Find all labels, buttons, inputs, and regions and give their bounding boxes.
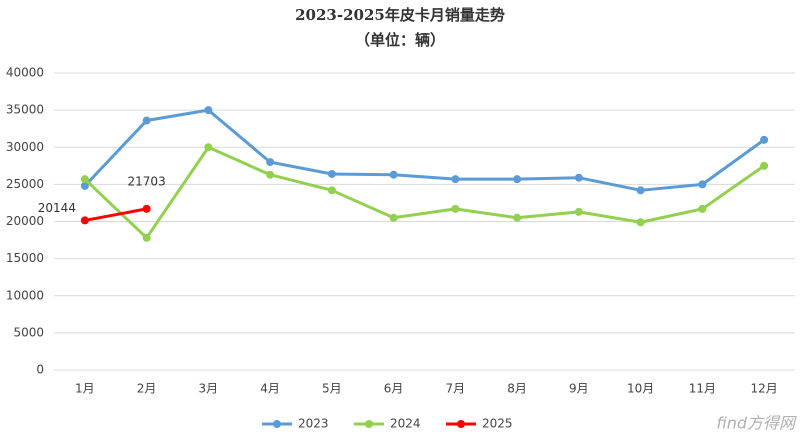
y-tick-label: 15000	[6, 251, 44, 265]
point	[451, 175, 460, 184]
x-tick-label: 9月	[569, 382, 589, 396]
point	[204, 143, 213, 152]
point	[142, 204, 151, 213]
point	[204, 106, 213, 115]
point	[327, 169, 336, 178]
y-tick-label: 10000	[6, 288, 44, 302]
x-tick-label: 7月	[446, 382, 466, 396]
chart-subtitle: （单位：辆）	[355, 31, 445, 49]
x-tick-label: 1月	[75, 382, 95, 396]
x-tick-label: 11月	[689, 382, 716, 396]
point	[513, 213, 522, 222]
y-tick-label: 35000	[6, 103, 44, 117]
chart-title: 2023-2025年皮卡月销量走势	[295, 6, 505, 24]
watermark: find方得网	[716, 414, 797, 433]
y-tick-label: 20000	[6, 214, 44, 228]
data-label: 21703	[128, 174, 166, 188]
point	[574, 207, 583, 216]
series-line	[84, 207, 147, 222]
point	[760, 161, 769, 170]
point	[142, 233, 151, 242]
x-tick-label: 8月	[507, 382, 527, 396]
series-line	[83, 145, 765, 240]
legend-marker	[365, 420, 373, 428]
point	[513, 175, 522, 184]
legend-label: 2023	[298, 417, 329, 431]
point	[760, 135, 769, 144]
point	[389, 170, 398, 179]
y-tick-label: 0	[36, 363, 44, 377]
point	[636, 186, 645, 195]
x-tick-label: 6月	[384, 382, 404, 396]
data-label: 20144	[38, 201, 76, 215]
legend-marker	[273, 420, 281, 428]
point	[698, 204, 707, 213]
x-tick-label: 10月	[627, 382, 654, 396]
legend-label: 2025	[482, 417, 513, 431]
point	[451, 204, 460, 213]
point	[266, 170, 275, 179]
series-line	[83, 108, 766, 192]
x-tick-label: 4月	[260, 382, 280, 396]
point	[80, 216, 89, 225]
y-tick-label: 5000	[13, 325, 44, 339]
x-tick-label: 2月	[137, 382, 157, 396]
x-tick-label: 12月	[750, 382, 777, 396]
point	[389, 213, 398, 222]
x-tick-label: 5月	[322, 382, 342, 396]
legend-marker	[457, 420, 465, 428]
y-tick-label: 40000	[6, 66, 44, 80]
point	[636, 218, 645, 227]
point	[327, 186, 336, 195]
point	[142, 116, 151, 125]
point	[698, 180, 707, 189]
x-tick-label: 3月	[199, 382, 219, 396]
point	[80, 175, 89, 184]
point	[80, 181, 89, 190]
point	[574, 173, 583, 182]
legend-label: 2024	[390, 417, 421, 431]
y-tick-label: 30000	[6, 140, 44, 154]
y-tick-label: 25000	[6, 177, 44, 191]
point	[266, 158, 275, 167]
